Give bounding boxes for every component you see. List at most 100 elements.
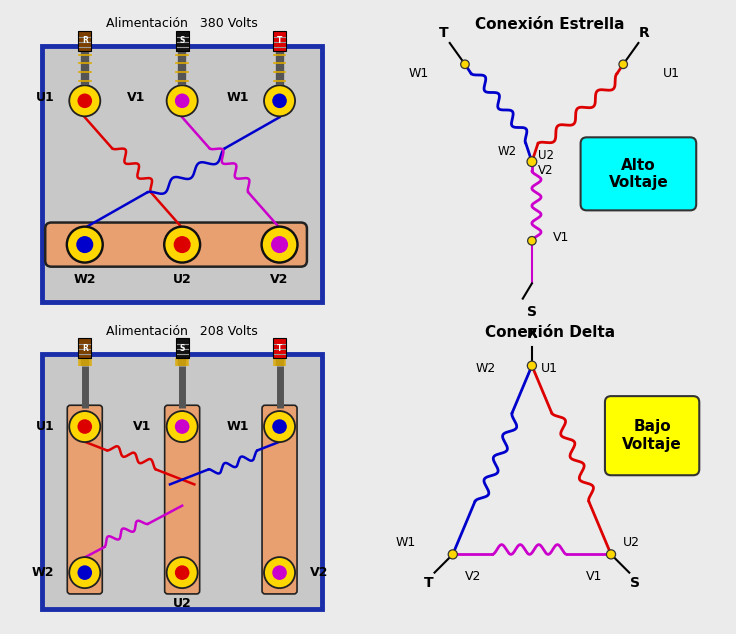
FancyBboxPatch shape <box>67 405 102 594</box>
Circle shape <box>528 236 536 245</box>
Circle shape <box>175 566 189 580</box>
Text: S: S <box>180 344 185 353</box>
Text: U1: U1 <box>662 67 680 80</box>
Circle shape <box>527 361 537 370</box>
Text: W1: W1 <box>227 91 249 104</box>
Circle shape <box>77 93 92 108</box>
Circle shape <box>272 93 287 108</box>
FancyBboxPatch shape <box>605 396 699 476</box>
Circle shape <box>166 410 199 443</box>
Circle shape <box>175 93 189 108</box>
Circle shape <box>619 60 628 68</box>
Text: W1: W1 <box>227 420 249 433</box>
Bar <box>79 31 91 51</box>
Circle shape <box>168 558 197 587</box>
Text: Alimentación   208 Volts: Alimentación 208 Volts <box>106 325 258 338</box>
Text: Conexión Delta: Conexión Delta <box>485 325 615 340</box>
Text: U1: U1 <box>541 362 558 375</box>
FancyBboxPatch shape <box>45 223 307 267</box>
Text: R: R <box>526 327 537 341</box>
Text: U2: U2 <box>623 536 640 548</box>
Circle shape <box>263 84 296 117</box>
Text: V1: V1 <box>173 94 191 107</box>
Text: S: S <box>527 305 537 319</box>
Text: T: T <box>439 26 448 40</box>
FancyBboxPatch shape <box>581 138 696 210</box>
Text: R: R <box>82 36 88 45</box>
Text: U1: U1 <box>35 91 54 104</box>
Circle shape <box>263 410 296 443</box>
Bar <box>42 354 322 609</box>
Bar <box>273 339 286 358</box>
Circle shape <box>265 86 294 115</box>
Text: U1: U1 <box>35 420 54 433</box>
Text: W2: W2 <box>32 566 54 579</box>
Text: T: T <box>277 36 282 45</box>
Text: V1: V1 <box>127 91 146 104</box>
Circle shape <box>174 236 191 253</box>
Circle shape <box>68 556 102 589</box>
FancyBboxPatch shape <box>165 405 199 594</box>
Circle shape <box>263 228 297 261</box>
Text: W1: W1 <box>408 67 428 80</box>
Circle shape <box>166 84 199 117</box>
Circle shape <box>261 226 299 264</box>
Circle shape <box>70 86 99 115</box>
Text: S: S <box>630 576 640 590</box>
Circle shape <box>265 558 294 587</box>
Text: Alto
Voltaje: Alto Voltaje <box>609 158 668 190</box>
Text: V1: V1 <box>586 569 602 583</box>
Text: Bajo
Voltaje: Bajo Voltaje <box>622 420 682 452</box>
Text: U2: U2 <box>173 273 191 287</box>
Text: V1: V1 <box>553 231 570 244</box>
Circle shape <box>77 566 92 580</box>
Circle shape <box>272 419 287 434</box>
Text: R: R <box>82 344 88 353</box>
Text: U2: U2 <box>173 597 191 610</box>
Circle shape <box>163 226 202 264</box>
Circle shape <box>606 550 615 559</box>
Circle shape <box>66 226 104 264</box>
Circle shape <box>263 556 296 589</box>
Bar <box>79 339 91 358</box>
Text: W1: W1 <box>396 536 417 548</box>
Circle shape <box>68 228 102 261</box>
Text: V2: V2 <box>270 273 289 287</box>
Bar <box>176 31 188 51</box>
Circle shape <box>77 419 92 434</box>
Text: U2: U2 <box>538 149 554 162</box>
Bar <box>176 339 188 358</box>
Text: R: R <box>639 26 650 40</box>
Text: T: T <box>424 576 434 590</box>
Circle shape <box>175 419 189 434</box>
Circle shape <box>168 86 197 115</box>
Text: W2: W2 <box>475 362 495 375</box>
Circle shape <box>68 84 102 117</box>
Circle shape <box>272 566 287 580</box>
Circle shape <box>271 236 288 253</box>
Circle shape <box>166 228 199 261</box>
Text: T: T <box>277 344 282 353</box>
Text: Conexión Estrella: Conexión Estrella <box>475 17 625 32</box>
Circle shape <box>70 412 99 441</box>
FancyBboxPatch shape <box>262 405 297 594</box>
Circle shape <box>77 236 93 253</box>
Text: W2: W2 <box>498 145 517 157</box>
Circle shape <box>527 157 537 167</box>
Circle shape <box>448 550 457 559</box>
Bar <box>42 46 322 302</box>
Text: V1: V1 <box>133 420 152 433</box>
Text: V2: V2 <box>465 569 481 583</box>
Circle shape <box>265 412 294 441</box>
Text: Alimentación   380 Volts: Alimentación 380 Volts <box>106 17 258 30</box>
Text: S: S <box>180 36 185 45</box>
Circle shape <box>70 558 99 587</box>
Circle shape <box>68 410 102 443</box>
Bar <box>273 31 286 51</box>
Circle shape <box>461 60 470 68</box>
Text: V2: V2 <box>538 164 553 178</box>
Circle shape <box>168 412 197 441</box>
Text: V2: V2 <box>310 566 328 579</box>
Circle shape <box>166 556 199 589</box>
Text: W2: W2 <box>74 273 96 287</box>
